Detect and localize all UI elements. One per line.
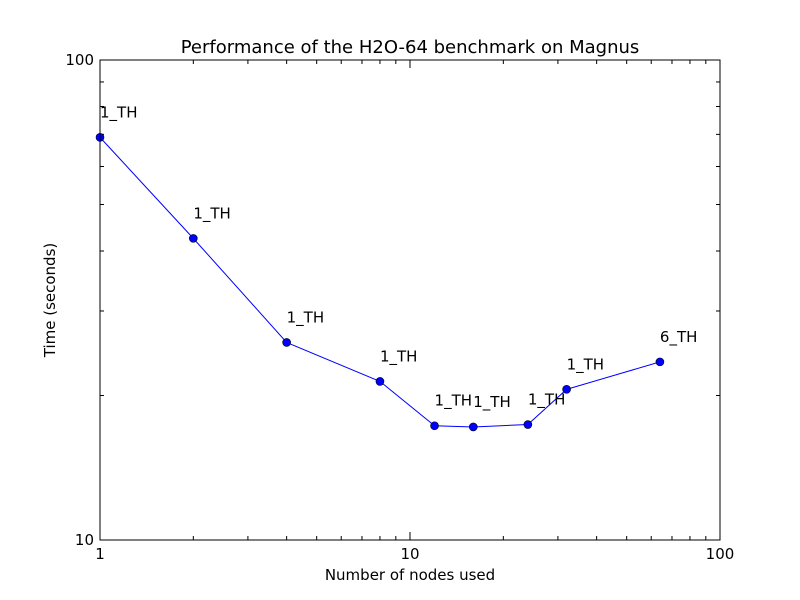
x-tick-label: 10 bbox=[400, 545, 419, 563]
data-point bbox=[375, 377, 385, 386]
data-point bbox=[468, 422, 478, 432]
y-tick-label: 100 bbox=[65, 51, 94, 69]
data-label: 1_TH bbox=[435, 392, 473, 411]
data-point bbox=[430, 421, 439, 431]
x-tick-label: 1 bbox=[95, 545, 105, 563]
data-label: 1_TH bbox=[473, 393, 511, 412]
x-tick-labels: 1 10 100 bbox=[95, 545, 734, 563]
data-label: 1_TH bbox=[567, 355, 605, 374]
y-tick-labels: 10 100 bbox=[65, 51, 94, 549]
minor-ticks bbox=[100, 60, 720, 540]
y-tick-label: 10 bbox=[75, 531, 94, 549]
chart-title: Performance of the H2O-64 benchmark on M… bbox=[181, 37, 640, 58]
data-label: 1_TH bbox=[100, 103, 138, 122]
x-tick-label: 100 bbox=[706, 545, 735, 563]
data-point bbox=[562, 385, 571, 394]
data-label: 1_TH bbox=[193, 204, 231, 223]
data-label: 1_TH bbox=[380, 347, 418, 366]
data-label: 1_TH bbox=[528, 391, 566, 410]
data-point bbox=[523, 420, 533, 429]
data-point bbox=[282, 338, 291, 347]
y-axis-label: Time (seconds) bbox=[41, 243, 59, 359]
major-ticks bbox=[99, 59, 721, 541]
data-point bbox=[189, 234, 198, 243]
series-layer: 1_TH1_TH1_TH1_TH1_TH 1_TH 1_TH1_TH6_TH bbox=[95, 103, 698, 432]
data-point bbox=[655, 357, 665, 367]
x-axis-label: Number of nodes used bbox=[325, 566, 495, 584]
data-label: 6_TH bbox=[660, 328, 698, 347]
data-label: 1_TH bbox=[287, 308, 325, 327]
plot-frame bbox=[99, 59, 721, 541]
